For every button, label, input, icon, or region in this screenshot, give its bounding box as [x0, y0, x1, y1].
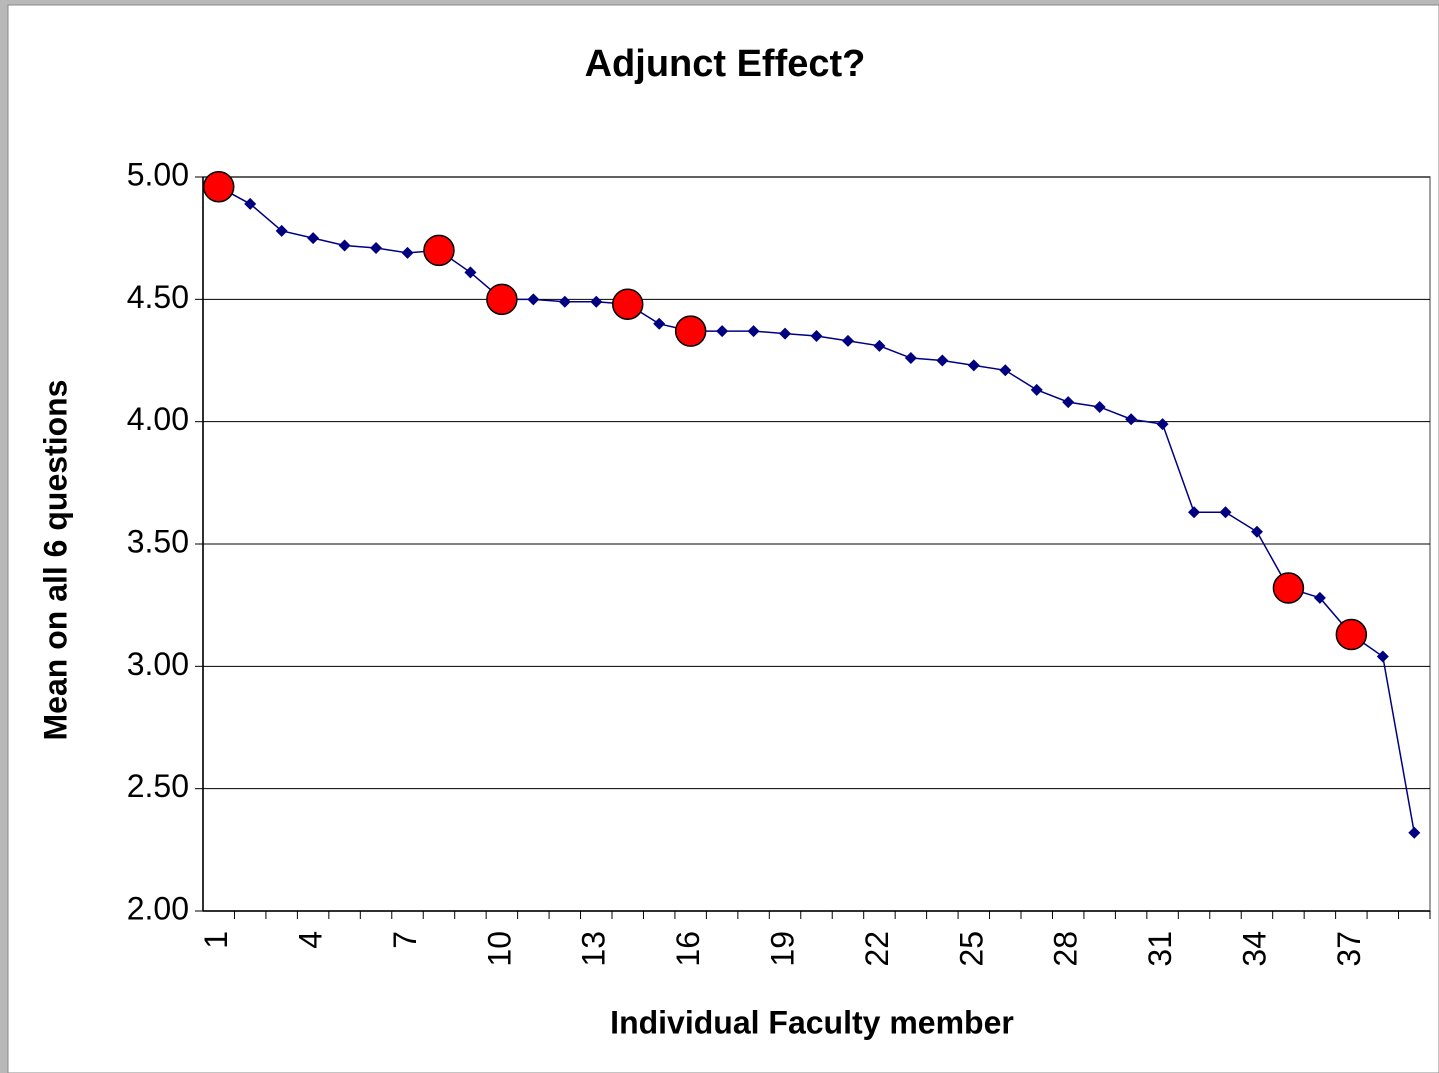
x-tick-label: 19 [764, 931, 800, 967]
y-tick-label: 3.50 [127, 523, 189, 559]
data-point [464, 266, 477, 279]
data-point [747, 325, 760, 338]
data-point [307, 232, 320, 245]
y-tick-label: 3.00 [127, 646, 189, 682]
y-tick-label: 4.00 [127, 401, 189, 437]
x-tick-label: 31 [1142, 931, 1178, 967]
x-tick-label: 4 [293, 931, 329, 949]
data-point [611, 288, 644, 320]
data-point [1030, 383, 1043, 396]
x-tick-label: 10 [481, 931, 517, 967]
x-tick-label: 7 [387, 931, 423, 949]
data-point [338, 239, 351, 252]
data-point [202, 171, 235, 203]
data-point [423, 234, 455, 267]
data-point [275, 224, 288, 237]
y-tick-label: 2.00 [127, 890, 189, 926]
data-point [936, 354, 949, 367]
chart-title: Adjunct Effect? [585, 43, 866, 85]
data-point [1219, 506, 1232, 519]
y-tick-label: 4.50 [127, 279, 189, 315]
x-tick-label: 16 [670, 931, 706, 967]
data-point [716, 325, 729, 338]
data-point [873, 339, 886, 352]
x-tick-label: 37 [1331, 931, 1367, 967]
y-tick-label: 2.50 [127, 768, 189, 804]
data-point [1272, 572, 1305, 604]
data-point [1376, 650, 1389, 663]
data-point [370, 241, 383, 254]
data-point [841, 334, 854, 347]
x-tick-label: 22 [859, 931, 895, 967]
data-point [1188, 506, 1201, 519]
data-point [1335, 618, 1368, 651]
data-point [558, 295, 571, 308]
data-point [244, 197, 257, 210]
data-point [967, 359, 980, 372]
data-point [779, 327, 792, 340]
data-point [1093, 400, 1106, 413]
x-tick-label: 13 [576, 931, 612, 967]
data-point [1313, 591, 1326, 604]
y-tick-label: 5.00 [127, 156, 189, 192]
y-axis-label: Mean on all 6 questions [37, 380, 73, 741]
data-point [1062, 396, 1075, 409]
data-point [1156, 418, 1169, 431]
data-point [674, 315, 707, 347]
data-point [590, 295, 603, 308]
x-axis-label: Individual Faculty member [610, 1004, 1014, 1040]
data-point [1250, 525, 1263, 538]
data-point [401, 246, 414, 259]
data-point [527, 293, 540, 306]
x-tick-label: 28 [1048, 931, 1084, 967]
data-point [999, 364, 1012, 377]
x-tick-label: 1 [198, 931, 234, 949]
data-point [1408, 826, 1421, 839]
data-point [486, 283, 518, 316]
data-point [653, 317, 666, 330]
data-point [904, 352, 917, 365]
x-tick-label: 25 [953, 931, 989, 967]
data-point [1125, 413, 1138, 426]
data-point [810, 330, 823, 343]
x-tick-label: 34 [1236, 931, 1272, 967]
